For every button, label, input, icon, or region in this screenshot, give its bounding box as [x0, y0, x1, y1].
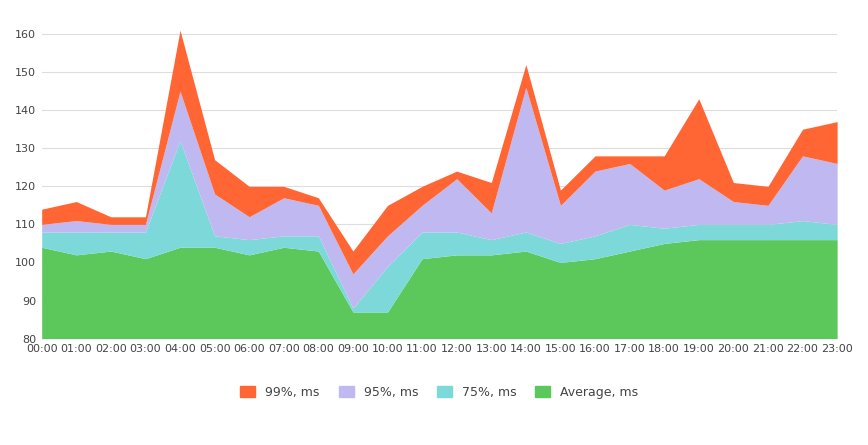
Legend: 99%, ms, 95%, ms, 75%, ms, Average, ms: 99%, ms, 95%, ms, 75%, ms, Average, ms [235, 380, 643, 404]
